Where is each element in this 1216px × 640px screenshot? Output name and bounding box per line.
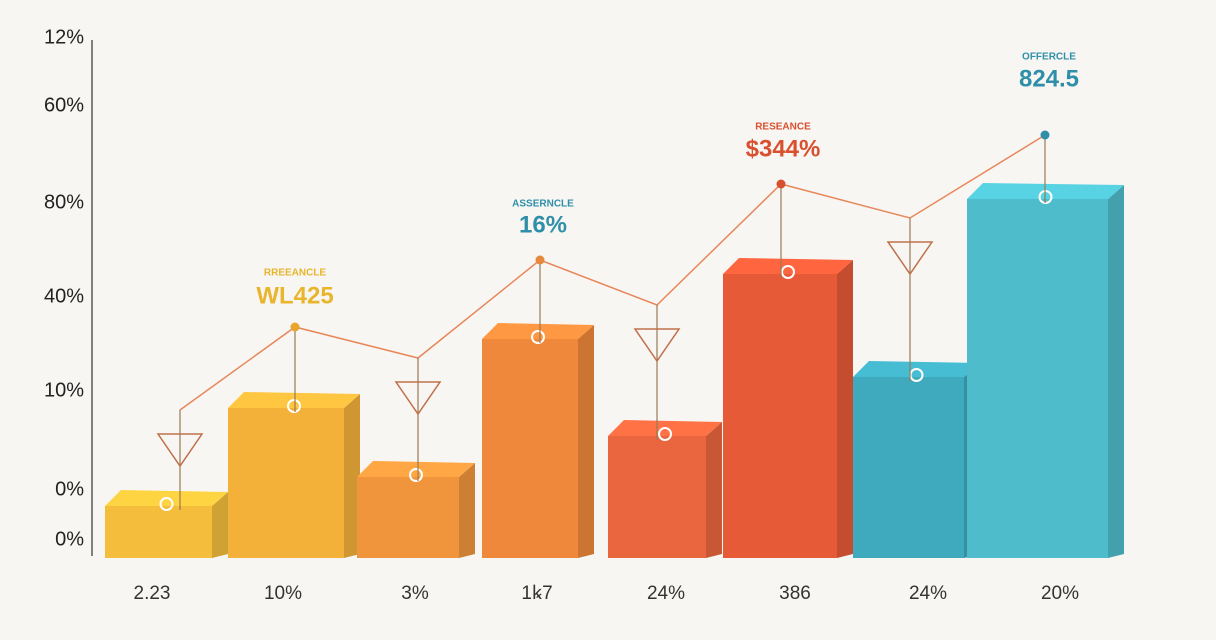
bar-side <box>578 325 594 558</box>
callout-caption: RREEANCLE <box>264 268 327 279</box>
callout-value: $344% <box>746 135 821 162</box>
x-label: 386 <box>779 583 811 604</box>
bar-icon <box>159 497 174 511</box>
callout-value: 824.5 <box>1019 65 1079 92</box>
callout-caption: RESEANCE <box>755 122 811 133</box>
y-label: 60% <box>44 94 84 116</box>
glass-icon <box>394 381 442 416</box>
bar-side <box>837 260 853 558</box>
bar-side <box>344 394 360 558</box>
marker <box>1040 130 1050 140</box>
y-label: 0% <box>55 478 84 500</box>
bar-icon <box>531 330 545 344</box>
glass-icon <box>633 328 681 363</box>
y-label: 80% <box>44 191 84 213</box>
x-label: 1ꝃ7 <box>521 583 552 604</box>
bar-front <box>105 506 212 558</box>
bar-front <box>482 339 578 558</box>
bar-icon <box>781 265 795 279</box>
bar-side <box>706 422 722 558</box>
y-label: 10% <box>44 379 84 401</box>
callout-caption: ASSERNCLE <box>512 199 574 210</box>
bar-icon <box>658 427 672 441</box>
bar-front <box>608 436 706 558</box>
x-label: 2.23 <box>134 583 171 604</box>
bar-side <box>212 492 228 558</box>
x-label: 24% <box>909 583 947 604</box>
y-label: 0% <box>55 528 84 550</box>
bar-front <box>723 274 837 558</box>
bar-side <box>1108 185 1124 558</box>
callout-value: 16% <box>519 211 567 238</box>
bar-icon <box>287 399 301 413</box>
x-label: 24% <box>647 583 685 604</box>
y-label: 12% <box>44 26 84 48</box>
trend-line <box>179 134 1046 411</box>
bar-icon <box>409 468 423 482</box>
callout-value: WL425 <box>256 282 333 309</box>
x-label: 3% <box>401 583 429 604</box>
bar-front <box>853 377 964 558</box>
marker <box>535 255 545 265</box>
callout-caption: OFFERCLE <box>1022 52 1076 63</box>
bar-front <box>228 408 344 558</box>
x-label: 20% <box>1041 583 1079 604</box>
marker <box>290 322 300 332</box>
bar-side <box>459 463 475 558</box>
bar-front <box>357 477 459 558</box>
marker <box>776 179 786 189</box>
y-label: 40% <box>44 285 84 307</box>
bar-front <box>967 199 1108 558</box>
x-label: 10% <box>264 583 302 604</box>
glass-icon <box>156 433 204 468</box>
glass-icon <box>886 241 934 276</box>
